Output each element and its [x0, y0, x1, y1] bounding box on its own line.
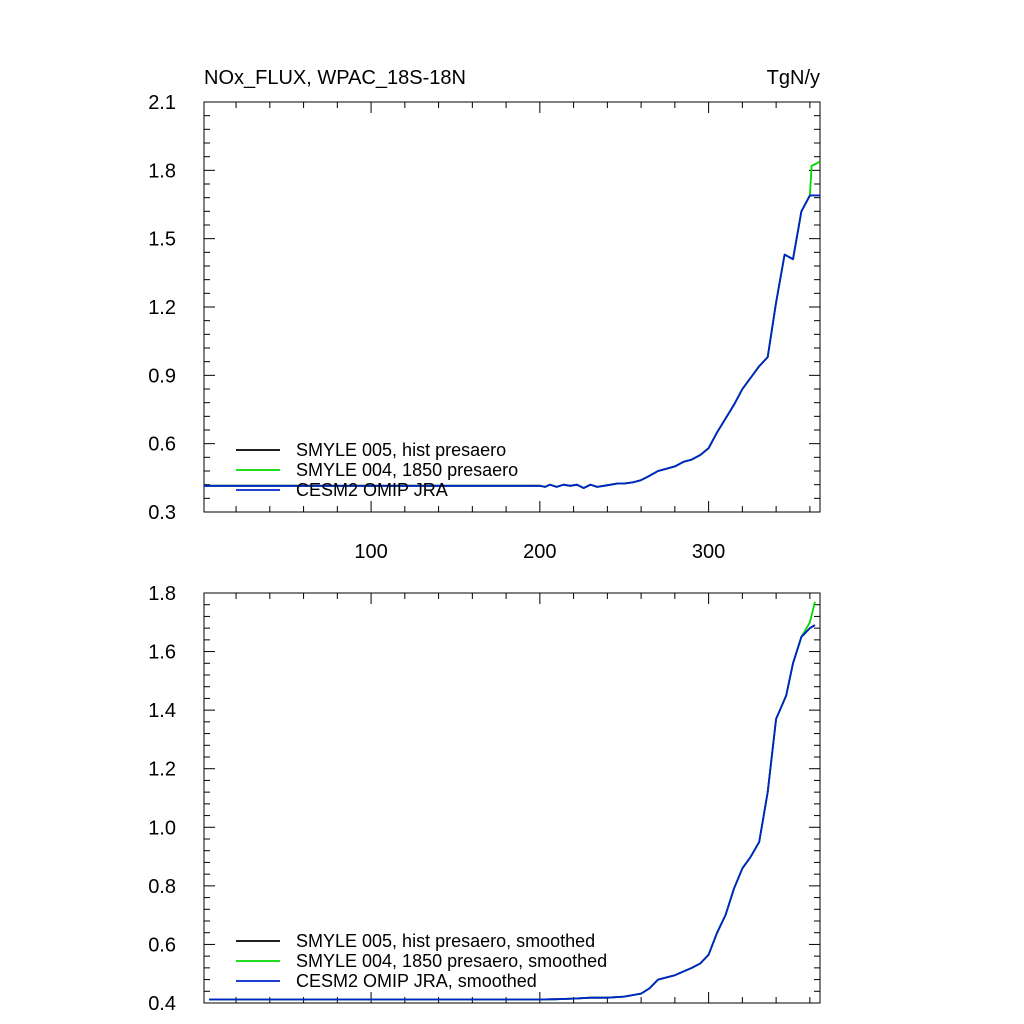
top-panel: 0.3 0.6 0.9 1.2 1.5 1.8 2.1 100 200 300 SMYLE 005,… [148, 92, 821, 563]
bottom-plot-frame [203, 592, 821, 1004]
top-x-tick-label: 200 [523, 541, 556, 563]
top-series-line-3 [204, 194, 820, 490]
top-legend-label: SMYLE 005, hist presaero [296, 440, 506, 460]
bottom-y-tick-label: 1.6 [148, 642, 176, 664]
top-x-tick-label: 100 [354, 541, 387, 563]
bottom-legend-label: SMYLE 005, hist presaero, smoothed [296, 931, 595, 951]
bottom-y-tick-label: 1.4 [148, 700, 176, 722]
bottom-y-tick-label: 1.2 [148, 759, 176, 781]
bottom-y-tick-label: 0.8 [148, 876, 176, 898]
top-x-tick-label: 300 [692, 541, 725, 563]
top-legend-label: SMYLE 004, 1850 presaero [296, 460, 518, 480]
bottom-y-tick-label: 0.6 [148, 934, 176, 956]
bottom-series-line-3 [209, 624, 816, 1001]
bottom-y-tick-label: 1.0 [148, 817, 176, 839]
bottom-y-tick-label: 1.8 [148, 583, 176, 605]
bottom-panel: 0.4 0.6 0.8 1.0 1.2 1.4 1.6 1.8 SMYLE 005, hist … [148, 583, 821, 1015]
bottom-y-tick-label: 0.4 [148, 993, 176, 1015]
bottom-legend: SMYLE 005, hist presaero, smoothedSMYLE … [236, 931, 607, 991]
bottom-legend-label: SMYLE 004, 1850 presaero, smoothed [296, 951, 607, 971]
top-panel-units: TgN/y [767, 67, 820, 89]
top-y-tick-label: 0.3 [148, 502, 176, 524]
bottom-series-group [209, 601, 816, 1001]
top-series-group [204, 160, 820, 490]
top-legend-label: CESM2 OMIP JRA [296, 480, 448, 500]
top-panel-title: NOx_FLUX, WPAC_18S-18N [204, 67, 466, 89]
top-y-tick-label: 1.5 [148, 229, 176, 251]
top-y-tick-label: 2.1 [148, 92, 176, 114]
top-y-tick-label: 0.6 [148, 434, 176, 456]
top-y-tick-label: 0.9 [148, 365, 176, 387]
top-y-tick-label: 1.2 [148, 297, 176, 319]
top-y-tick-label: 1.8 [148, 160, 176, 182]
bottom-legend-label: CESM2 OMIP JRA, smoothed [296, 971, 537, 991]
